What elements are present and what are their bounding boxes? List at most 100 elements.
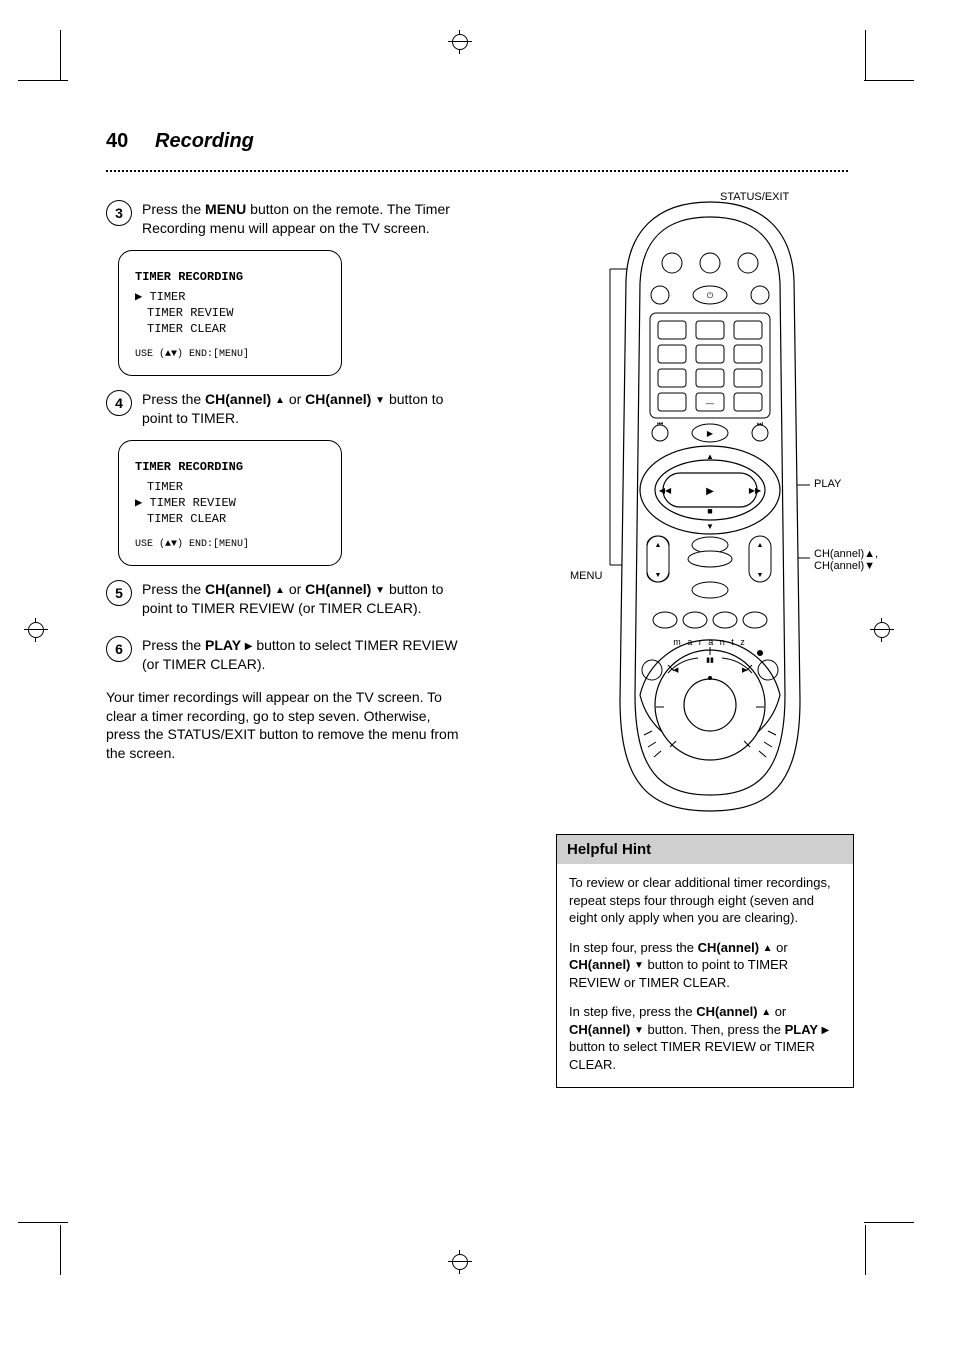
triangle-down-icon: ▼	[634, 1024, 644, 1038]
triangle-down-icon: ▼	[375, 584, 385, 598]
svg-text:◀: ◀	[673, 667, 679, 674]
svg-text:▼: ▼	[655, 572, 662, 579]
osd-line: TIMER REVIEW	[149, 496, 235, 510]
step-number: 6	[106, 636, 132, 662]
svg-text:▶: ▶	[706, 486, 714, 497]
button-name: CH(annel)	[305, 391, 375, 407]
power-icon: ⏻	[707, 291, 714, 300]
text: In step four, press the	[569, 940, 698, 955]
button-name: MENU	[205, 201, 246, 217]
registration-mark	[24, 618, 48, 642]
brand-label: m a r a n t z	[673, 637, 747, 647]
section-rule	[106, 170, 848, 172]
hint-para: In step four, press the CH(annel) ▲ or C…	[569, 939, 841, 992]
osd-line: TIMER	[147, 480, 183, 494]
callout-menu: MENU	[570, 570, 602, 582]
step-number: 3	[106, 200, 132, 226]
svg-text:▶: ▶	[742, 667, 748, 674]
svg-text:▶▶: ▶▶	[749, 486, 762, 495]
osd-line: TIMER REVIEW	[147, 306, 233, 320]
step-text: Press the CH(annel) ▲ or CH(annel) ▼ but…	[142, 580, 466, 618]
page: 40 Recording 3 Press the MENU button on …	[0, 0, 954, 1351]
text: Press the	[142, 201, 205, 217]
text: Press the	[142, 637, 205, 653]
note-paragraph: Your timer recordings will appear on the…	[106, 688, 466, 764]
svg-text:▲: ▲	[655, 542, 662, 549]
hint-title: Helpful Hint	[557, 835, 853, 864]
svg-text:◀◀: ◀◀	[659, 486, 672, 495]
callout-play: PLAY	[814, 478, 841, 490]
svg-text:▶: ▶	[707, 429, 714, 438]
osd-menu-2: TIMER RECORDING TIMER ▶ TIMER REVIEW TIM…	[118, 440, 342, 566]
helpful-hint: Helpful Hint To review or clear addition…	[556, 834, 854, 1088]
triangle-up-icon: ▲	[761, 1006, 771, 1020]
svg-text:■: ■	[707, 506, 712, 516]
crop-mark	[60, 30, 61, 80]
triangle-up-icon: ▲	[763, 942, 773, 956]
left-column: 3 Press the MENU button on the remote. T…	[106, 200, 466, 763]
button-name: PLAY	[205, 637, 245, 653]
text: button to select TIMER REVIEW or TIMER C…	[569, 1039, 815, 1072]
crop-mark	[18, 1222, 68, 1223]
step-text: Press the CH(annel) ▲ or CH(annel) ▼ but…	[142, 390, 466, 428]
button-name: CH(annel)	[205, 581, 275, 597]
triangle-down-icon: ▼	[375, 394, 385, 408]
text: or	[285, 391, 305, 407]
page-title: Recording	[155, 130, 254, 153]
callout-statusexit: STATUS/EXIT	[720, 191, 789, 203]
triangle-right-icon: ▶	[821, 1024, 829, 1038]
remote-diagram: ⏻ —	[560, 195, 860, 835]
crop-mark	[18, 80, 68, 81]
button-name: CH(annel)	[205, 391, 275, 407]
text: or	[285, 581, 305, 597]
button-name: PLAY	[785, 1022, 822, 1037]
osd-header: TIMER RECORDING	[135, 459, 325, 475]
osd-line: TIMER CLEAR	[147, 322, 226, 336]
svg-text:⏮: ⏮	[657, 421, 663, 428]
svg-text:▲: ▲	[706, 452, 714, 461]
osd-menu-1: TIMER RECORDING ▶ TIMER TIMER REVIEW TIM…	[118, 250, 342, 376]
svg-text:▲: ▲	[757, 542, 764, 549]
crop-mark	[60, 1225, 61, 1275]
button-name: CH(annel)	[698, 940, 763, 955]
osd-header: TIMER RECORDING	[135, 269, 325, 285]
text: Press the	[142, 391, 205, 407]
svg-text:▮▮: ▮▮	[706, 657, 714, 664]
crop-mark	[864, 1222, 914, 1223]
text: button. Then, press the	[644, 1022, 785, 1037]
registration-mark	[448, 30, 472, 54]
svg-text:▼: ▼	[706, 522, 714, 531]
osd-footer: USE (▲▼) END:[MENU]	[135, 348, 325, 362]
crop-mark	[865, 1225, 866, 1275]
step-number: 5	[106, 580, 132, 606]
step-text: Press the PLAY ▶ button to select TIMER …	[142, 636, 466, 674]
osd-line: TIMER CLEAR	[147, 512, 226, 526]
svg-text:⏭: ⏭	[757, 421, 764, 428]
button-name: CH(annel)	[569, 957, 634, 972]
osd-footer: USE (▲▼) END:[MENU]	[135, 538, 325, 552]
text: Press the	[142, 581, 205, 597]
svg-text:—: —	[706, 399, 714, 408]
triangle-up-icon: ▲	[275, 394, 285, 408]
hint-para: In step five, press the CH(annel) ▲ or C…	[569, 1003, 841, 1073]
crop-mark	[865, 30, 866, 80]
svg-text:▼: ▼	[757, 572, 764, 579]
registration-mark	[448, 1250, 472, 1274]
hint-para: To review or clear additional timer reco…	[569, 874, 841, 927]
page-number: 40	[106, 130, 128, 153]
callout-channel: CH(annel)▲, CH(annel)▼	[814, 548, 878, 572]
text: In step five, press the	[569, 1004, 696, 1019]
step-3: 3 Press the MENU button on the remote. T…	[106, 200, 466, 238]
triangle-up-icon: ▲	[275, 584, 285, 598]
step-4: 4 Press the CH(annel) ▲ or CH(annel) ▼ b…	[106, 390, 466, 428]
step-5: 5 Press the CH(annel) ▲ or CH(annel) ▼ b…	[106, 580, 466, 618]
text: or	[773, 940, 788, 955]
text: or	[771, 1004, 786, 1019]
step-6: 6 Press the PLAY ▶ button to select TIME…	[106, 636, 466, 674]
button-name: CH(annel)	[569, 1022, 634, 1037]
osd-line: TIMER	[149, 290, 185, 304]
button-name: CH(annel)	[305, 581, 375, 597]
step-number: 4	[106, 390, 132, 416]
button-name: CH(annel)	[696, 1004, 761, 1019]
hint-body: To review or clear additional timer reco…	[557, 864, 853, 1087]
